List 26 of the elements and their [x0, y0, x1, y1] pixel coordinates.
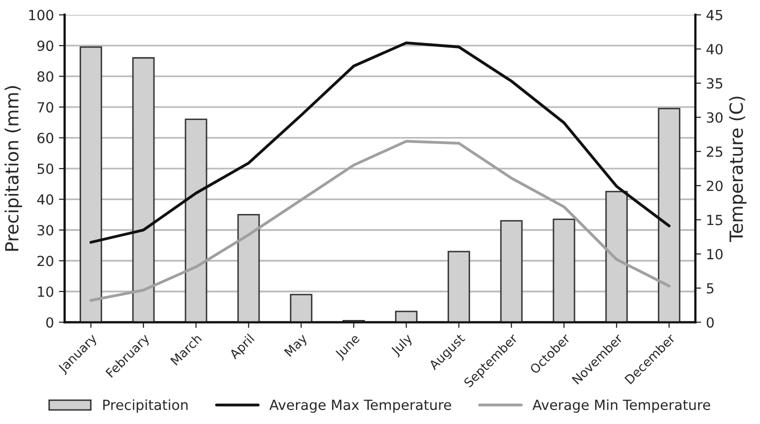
y2-axis-title: Temperature (C)	[729, 96, 747, 242]
y-tick-label: 20	[38, 256, 54, 266]
y-tick-label: 70	[38, 102, 54, 113]
y2-tick-label: 35	[706, 78, 722, 89]
y2-tick-label: 5	[706, 283, 714, 294]
legend-label: Precipitation	[103, 399, 188, 413]
y-tick-label: 80	[37, 71, 54, 82]
y2-tick-label: 0	[706, 317, 714, 328]
y-tick-label: 40	[37, 194, 54, 205]
y-tick-label: 30	[38, 224, 54, 236]
y2-tick-label: 25	[706, 146, 722, 157]
y2-tick-label: 20	[706, 180, 723, 192]
y2-tick-label: 40	[706, 44, 723, 54]
y-axis-title: Precipitation (mm)	[4, 86, 22, 251]
y2-tick-label: 15	[707, 214, 722, 226]
y2-tick-label: 10	[707, 248, 723, 260]
y2-tick-label: 30	[706, 112, 723, 123]
y-tick-label: 60	[37, 132, 54, 144]
y2-tick-label: 45	[706, 10, 722, 20]
y-tick-label: 100	[29, 10, 54, 20]
legend-label: Average Min Temperature	[532, 399, 710, 413]
y-tick-label: 50	[38, 164, 54, 174]
y-tick-label: 0	[46, 317, 54, 328]
y-tick-label: 90	[37, 40, 54, 52]
legend-label: Average Max Temperature	[269, 400, 452, 413]
y-tick-label: 10	[38, 286, 54, 297]
